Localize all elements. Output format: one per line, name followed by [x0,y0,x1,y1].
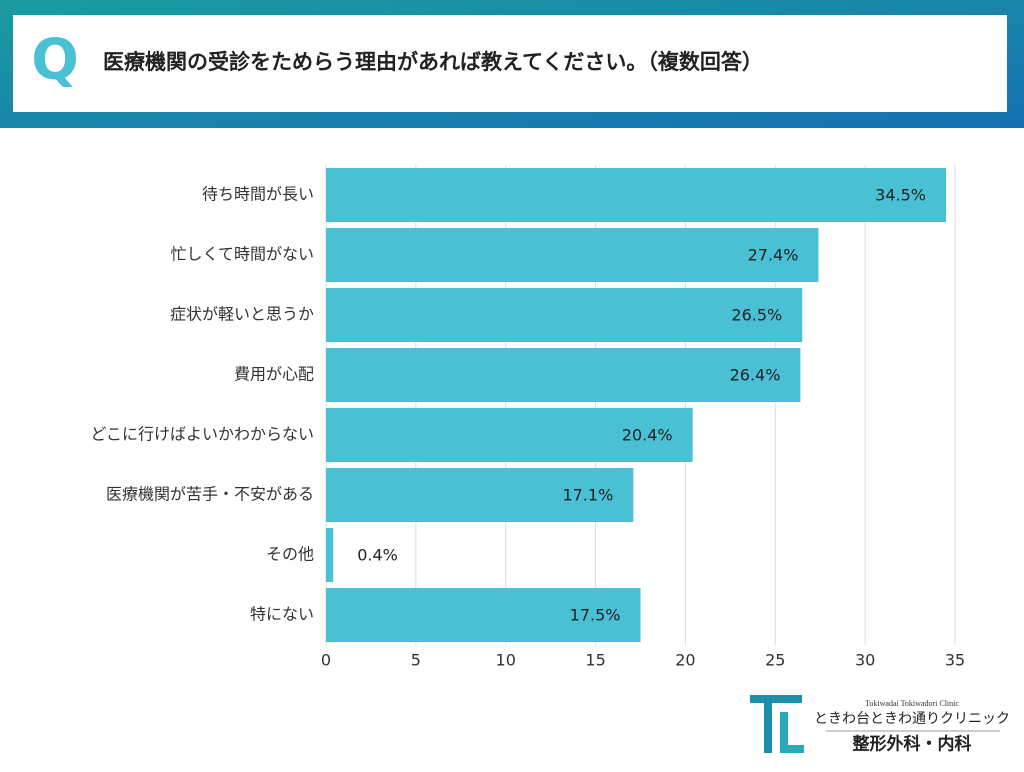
x-tick-label: 25 [765,651,785,670]
bar [326,408,693,462]
bar [326,468,634,522]
y-tick-label: 待ち時間が長い [202,185,314,204]
x-tick-label: 35 [945,651,965,670]
data-label: 0.4% [357,546,398,565]
bar [326,588,641,642]
y-tick-label: 医療機関が苦手・不安がある [106,485,314,504]
y-tick-label: 忙しくて時間がない [170,245,314,264]
x-tick-label: 0 [321,651,331,670]
logo-icon [780,745,804,753]
data-label: 34.5% [875,186,926,205]
x-tick-label: 20 [675,651,695,670]
bar [326,288,803,342]
y-tick-label: 特にない [250,605,314,624]
bar [326,348,801,402]
logo-icon [780,712,788,753]
y-tick-label: その他 [266,545,314,564]
x-tick-label: 5 [411,651,421,670]
bar [326,168,947,222]
header-box [13,15,1007,112]
logo-icon [764,695,772,753]
data-label: 17.5% [570,606,621,625]
bar [326,528,334,582]
data-label: 26.4% [730,366,781,385]
q-mark: Q [31,28,79,93]
data-label: 20.4% [622,426,673,445]
bar [326,228,819,282]
logo-icon [750,695,802,703]
x-tick-label: 30 [855,651,875,670]
logo-english: Tokiwadai Tokiwadori Clinic [865,699,959,708]
logo: Tokiwadai Tokiwadori Clinic ときわ台ときわ通りクリニ… [750,695,1010,755]
y-tick-label: どこに行けばよいかわからない [90,425,314,444]
data-label: 27.4% [748,246,799,265]
logo-name: ときわ台ときわ通りクリニック [814,711,1010,727]
chart-title: 医療機関の受診をためらう理由があれば教えてください。（複数回答） [103,50,763,74]
y-tick-label: 症状が軽いと思うか [170,305,314,324]
x-tick-label: 15 [585,651,605,670]
data-label: 26.5% [731,306,782,325]
x-tick-label: 10 [496,651,516,670]
logo-departments: 整形外科・内科 [853,734,972,755]
data-label: 17.1% [562,486,613,505]
y-tick-label: 費用が心配 [234,365,314,384]
